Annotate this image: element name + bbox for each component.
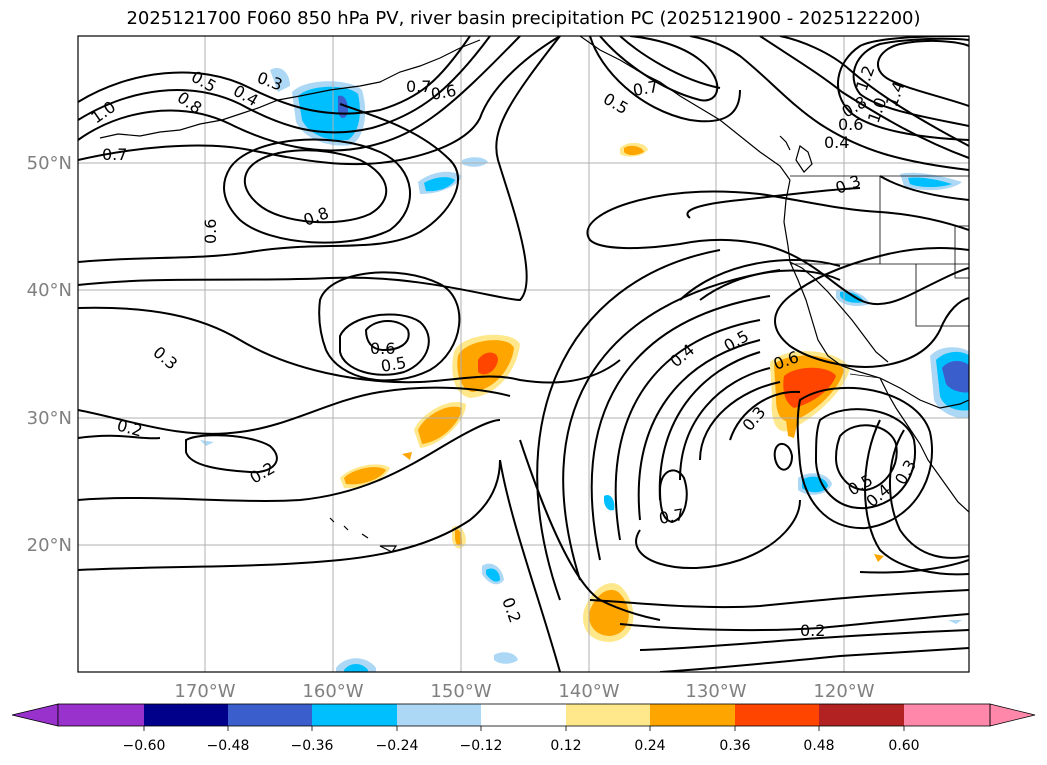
colorbar-tick-label: −0.60 <box>123 738 166 754</box>
colorbar-segment <box>650 704 735 726</box>
colorbar-segment <box>819 704 904 726</box>
colorbar-outline <box>57 703 991 727</box>
colorbar-tick-label: −0.48 <box>207 738 250 754</box>
contour-label: 0.7 <box>657 505 685 528</box>
contour-label: 0.7 <box>406 77 431 96</box>
contour-label: 0.4 <box>824 133 849 152</box>
colorbar-tick-label: 0.36 <box>719 738 750 754</box>
contour-label: 0.5 <box>379 353 407 376</box>
colorbar-tick-label: 0.48 <box>803 738 834 754</box>
lat-label: 40°N <box>27 280 72 301</box>
colorbar-tick-label: 0.60 <box>888 738 919 754</box>
colorbar-tick-label: −0.12 <box>460 738 503 754</box>
colorbar-tick-label: −0.36 <box>291 738 334 754</box>
political-borders <box>790 175 969 379</box>
lat-label: 20°N <box>27 535 72 556</box>
lon-label: 130°W <box>685 681 746 702</box>
precip-shading <box>200 67 969 672</box>
lon-label: 150°W <box>430 681 491 702</box>
lon-label: 140°W <box>558 681 619 702</box>
contour-label: 0.7 <box>102 145 127 164</box>
lat-label: 30°N <box>27 408 72 429</box>
map-panel <box>78 36 969 672</box>
contour-label: 0.6 <box>370 339 395 358</box>
colorbar-segment <box>58 704 144 726</box>
colorbar-tick-label: 0.24 <box>634 738 665 754</box>
lon-label: 170°W <box>174 681 235 702</box>
lon-label: 120°W <box>813 681 874 702</box>
contour-label: 0.6 <box>838 115 863 134</box>
graticule <box>78 36 969 672</box>
lat-label: 50°N <box>27 153 72 174</box>
pv-contours <box>78 36 969 672</box>
colorbar-extend-low <box>11 703 59 727</box>
contour-label: 0.7 <box>631 77 659 100</box>
colorbar-segment <box>228 704 312 726</box>
colorbar-tick-label: −0.24 <box>376 738 419 754</box>
colorbar-tick-label: 0.12 <box>550 738 581 754</box>
contour-label: 0.6 <box>201 219 220 244</box>
colorbar-segment <box>566 704 650 726</box>
contour-label: 0.6 <box>429 81 457 104</box>
contour-label: 0.2 <box>800 621 825 640</box>
map-frame <box>77 35 970 673</box>
colorbar-segment <box>312 704 397 726</box>
colorbar-segment <box>144 704 228 726</box>
longitude-labels: 170°W 160°W 150°W 140°W 130°W 120°W <box>174 681 874 702</box>
map-title: 2025121700 F060 850 hPa PV, river basin … <box>126 8 921 29</box>
colorbar-segment <box>397 704 481 726</box>
lon-label: 160°W <box>302 681 363 702</box>
colorbar-segment <box>735 704 819 726</box>
latitude-labels: 50°N 40°N 30°N 20°N <box>27 153 72 556</box>
colorbar: −0.60 −0.48 −0.36 −0.24 −0.12 0.12 0.24 … <box>11 703 1036 754</box>
colorbar-segment <box>904 704 990 726</box>
colorbar-segment <box>481 704 566 726</box>
colorbar-extend-high <box>989 703 1036 727</box>
